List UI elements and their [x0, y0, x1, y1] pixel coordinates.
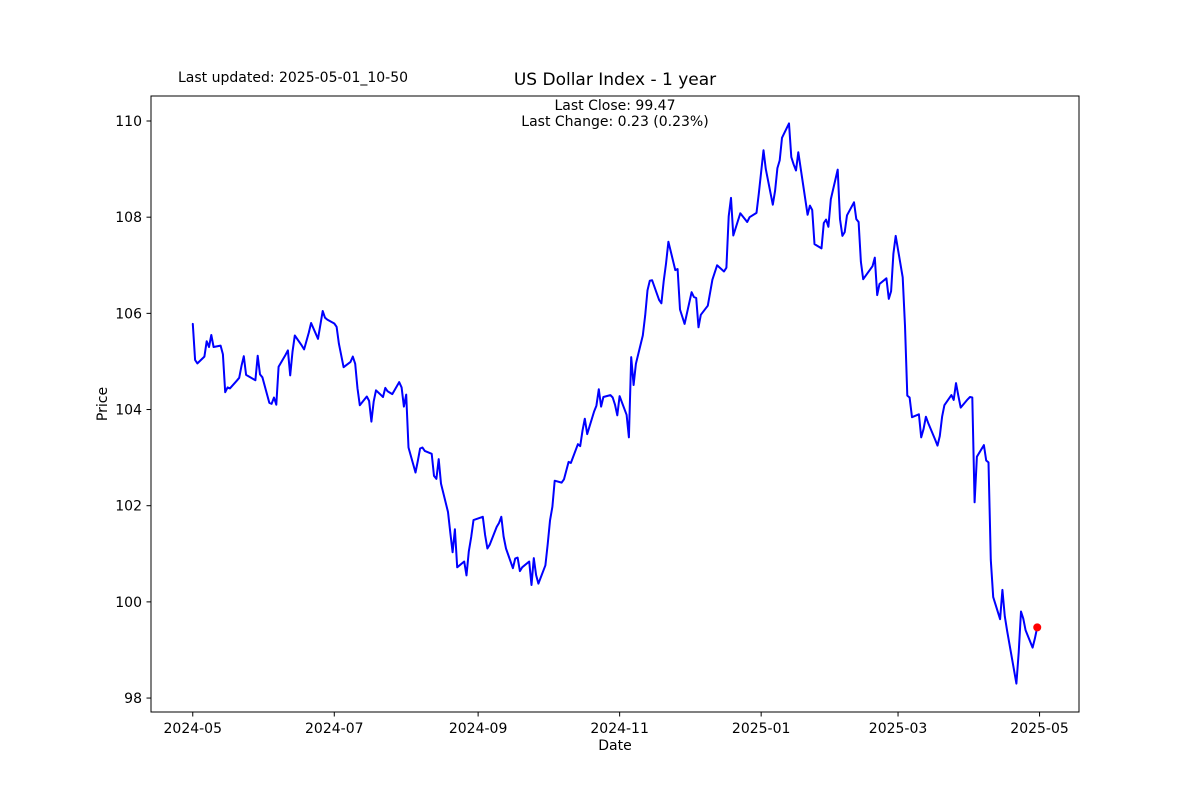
price-line	[191, 122, 1039, 685]
y-tick-label: 106	[115, 306, 142, 322]
x-tick-label: 2024-07	[305, 721, 364, 737]
last-updated-label: Last updated: 2025-05-01_10-50	[178, 70, 409, 86]
x-axis-label: Date	[598, 738, 632, 754]
y-tick-label: 104	[115, 403, 142, 419]
y-tick-label: 108	[115, 210, 142, 226]
last-close-annotation: Last Close: 99.47	[554, 98, 676, 114]
x-tick-label: 2024-05	[164, 721, 223, 737]
x-tick-label: 2025-01	[732, 721, 791, 737]
x-tick-label: 2024-09	[449, 721, 508, 737]
y-tick-label: 110	[115, 114, 142, 130]
x-tick-label: 2025-03	[869, 721, 928, 737]
last-price-marker	[1033, 623, 1042, 632]
y-tick-label: 98	[124, 691, 142, 707]
x-tick-label: 2025-05	[1010, 721, 1069, 737]
plot-border	[150, 95, 1080, 713]
x-tick-label: 2024-11	[590, 721, 649, 737]
last-change-annotation: Last Change: 0.23 (0.23%)	[521, 114, 709, 130]
y-tick-label: 100	[115, 595, 142, 611]
y-tick-label: 102	[115, 499, 142, 515]
chart-title: US Dollar Index - 1 year	[513, 70, 717, 90]
